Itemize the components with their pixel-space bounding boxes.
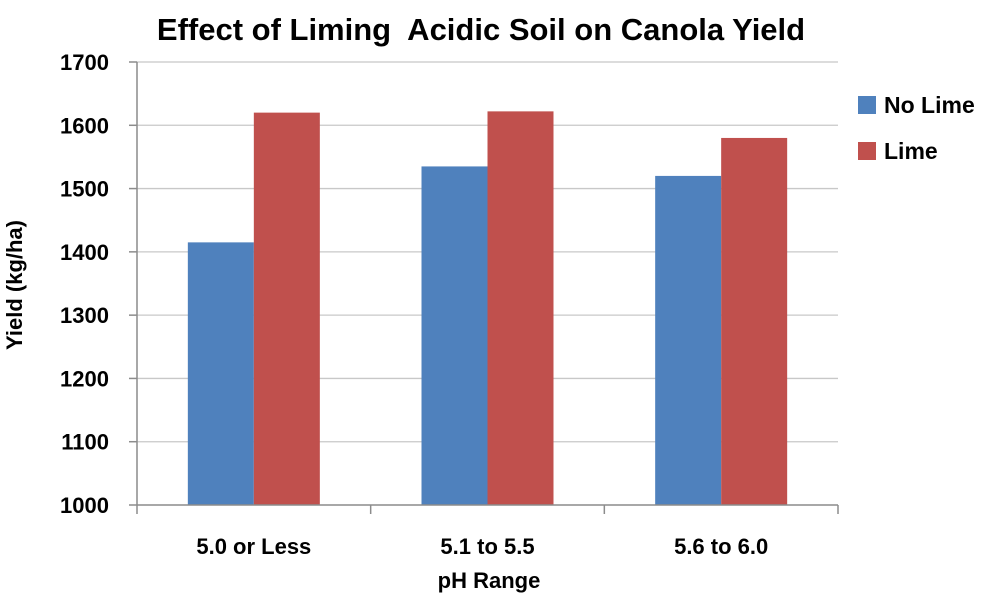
x-tick-label: 5.6 to 6.0 bbox=[674, 534, 768, 559]
bar-no-lime-2 bbox=[421, 166, 488, 505]
chart-title: Effect of Liming Acidic Soil on Canola Y… bbox=[157, 12, 805, 47]
x-tick-label: 5.0 or Less bbox=[196, 534, 311, 559]
bar-lime-3 bbox=[721, 137, 788, 505]
y-tick-label: 1000 bbox=[60, 493, 109, 518]
y-tick-label: 1500 bbox=[60, 177, 109, 202]
legend-swatch bbox=[858, 96, 876, 114]
bars bbox=[187, 111, 788, 505]
y-tick-label: 1300 bbox=[60, 303, 109, 328]
y-tick-label: 1700 bbox=[60, 50, 109, 75]
bar-lime-1 bbox=[253, 112, 320, 505]
bar-no-lime-1 bbox=[187, 242, 254, 505]
legend-label: Lime bbox=[884, 138, 938, 164]
y-tick-label: 1200 bbox=[60, 366, 109, 391]
x-axis-label: pH Range bbox=[438, 568, 541, 593]
y-tick-label: 1100 bbox=[61, 430, 109, 455]
y-axis-tick-labels: 1000 1100 1200 1300 1400 1500 1600 1700 bbox=[60, 50, 109, 518]
legend-swatch bbox=[858, 142, 876, 160]
x-tick-label: 5.1 to 5.5 bbox=[440, 534, 534, 559]
y-axis-label: Yield (kg/ha) bbox=[2, 220, 27, 350]
axes bbox=[129, 61, 839, 514]
legend: No Lime Lime bbox=[858, 92, 975, 164]
legend-label: No Lime bbox=[884, 92, 975, 118]
x-axis-tick-labels: 5.0 or Less 5.1 to 5.5 5.6 to 6.0 bbox=[196, 534, 768, 559]
bar-no-lime-3 bbox=[655, 175, 722, 505]
y-tick-label: 1600 bbox=[60, 113, 109, 138]
bar-lime-2 bbox=[487, 111, 554, 505]
y-tick-label: 1400 bbox=[60, 240, 109, 265]
